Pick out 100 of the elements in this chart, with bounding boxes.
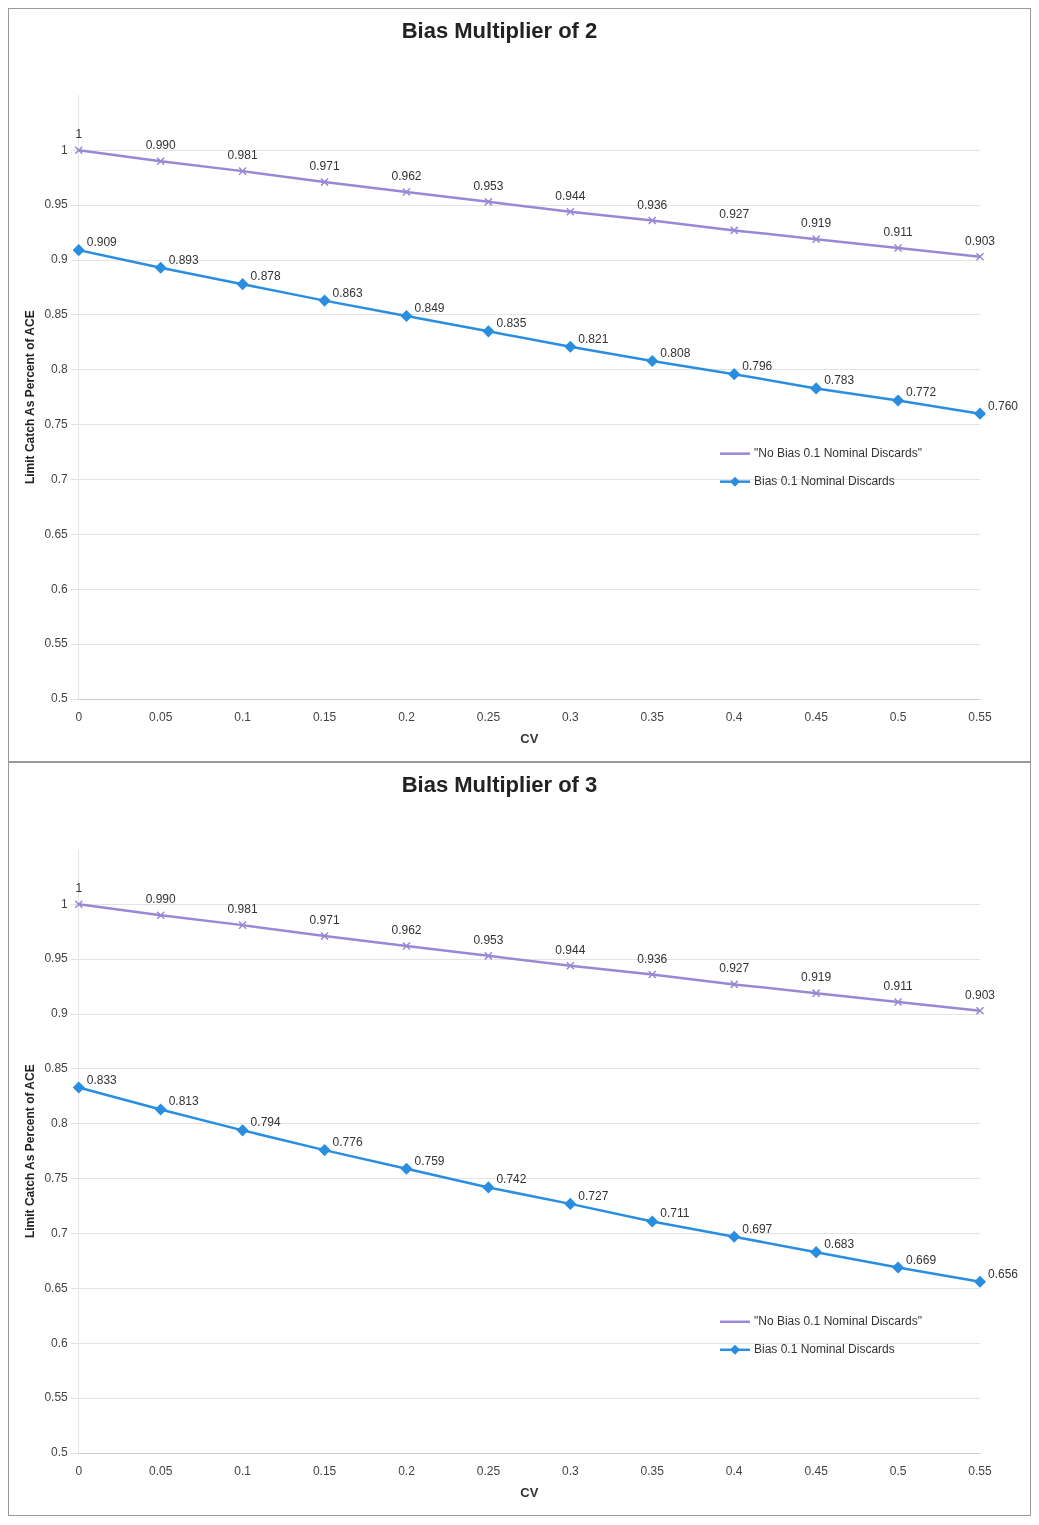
y-tick-label: 0.5 [51, 1445, 69, 1460]
point [728, 1231, 740, 1243]
x-tick-label: 0.4 [725, 709, 743, 724]
data-label: 0.760 [988, 398, 1019, 413]
x-tick-label: 0.35 [640, 709, 665, 724]
x-tick-label: 0.25 [476, 709, 501, 724]
point [400, 1163, 413, 1175]
legend-label: Bias 0.1 Nominal Discards [754, 1342, 895, 1357]
x-tick-label: 0.3 [562, 709, 580, 724]
x-tick-label: 0.55 [968, 1463, 992, 1478]
point [484, 951, 493, 961]
data-label: 0.833 [86, 1072, 118, 1087]
x-tick-label: 0 [75, 709, 83, 724]
point [318, 1144, 331, 1156]
x-tick-label: 0.1 [234, 709, 252, 724]
x-tick-label: 0.2 [398, 709, 416, 724]
y-tick-label: 0.8 [51, 362, 69, 377]
point [402, 187, 411, 197]
x-tick-label: 0 [75, 1463, 83, 1478]
x-tick-label: 0.05 [149, 709, 173, 724]
data-label: 0.981 [227, 148, 258, 163]
data-label: 0.919 [801, 216, 832, 231]
y-tick-label: 0.85 [44, 1061, 69, 1076]
point [236, 278, 249, 290]
y-tick-label: 0.6 [51, 581, 69, 596]
y-tick-label: 0.55 [44, 636, 69, 651]
data-label: 0.772 [906, 385, 937, 400]
x-tick-label: 0.2 [398, 1463, 416, 1478]
data-label: 0.808 [660, 345, 691, 360]
point [236, 1124, 249, 1137]
data-label: 1 [75, 127, 83, 142]
data-label: 0.794 [250, 1115, 281, 1130]
y-tick-label: 0.7 [51, 1225, 69, 1240]
data-label: 0.990 [145, 138, 177, 153]
point [974, 407, 986, 420]
point [566, 961, 575, 971]
y-tick-label: 0.65 [44, 1280, 69, 1295]
x-tick-label: 0.4 [725, 1463, 743, 1478]
point [646, 355, 659, 367]
data-label: 0.711 [660, 1206, 690, 1221]
data-label: 0.759 [414, 1153, 445, 1168]
point [484, 197, 493, 207]
data-label: 0.697 [742, 1221, 773, 1236]
data-label: 0.835 [496, 316, 527, 331]
x-tick-label: 0.3 [562, 1463, 580, 1478]
data-label: 0.927 [719, 207, 750, 222]
x-tick-label: 0.25 [476, 1463, 501, 1478]
y-tick-label: 0.65 [44, 526, 69, 541]
point [320, 931, 329, 941]
point [728, 368, 740, 380]
data-label: 0.944 [555, 188, 586, 203]
y-axis-title: Limit Catch As Percent of ACE [22, 310, 37, 485]
y-tick-label: 0.9 [51, 252, 69, 267]
point [811, 988, 821, 998]
y-tick-label: 0.85 [44, 307, 69, 322]
data-label: 0.927 [719, 961, 750, 976]
point [810, 382, 822, 395]
point [482, 1181, 495, 1194]
data-label: 0.911 [883, 978, 913, 993]
point [156, 910, 165, 920]
y-tick-label: 0.55 [44, 1390, 69, 1405]
data-label: 0.849 [414, 300, 445, 315]
data-label: 0.953 [473, 932, 504, 947]
x-tick-label: 0.15 [312, 1463, 337, 1478]
data-label: 0.990 [145, 892, 177, 907]
data-label: 0.783 [824, 373, 855, 388]
y-tick-label: 0.9 [51, 1006, 69, 1021]
point [154, 1103, 167, 1116]
legend-label: "No Bias 0.1 Nominal Discards" [754, 445, 922, 460]
y-tick-label: 0.6 [51, 1335, 69, 1350]
data-label: 0.863 [332, 285, 363, 300]
data-label: 0.919 [801, 970, 832, 985]
x-tick-label: 0.05 [149, 1463, 173, 1478]
point [975, 252, 985, 262]
point [156, 156, 165, 166]
point [893, 997, 903, 1007]
data-label: 0.903 [964, 987, 996, 1002]
point [238, 920, 247, 930]
data-label: 0.971 [309, 913, 340, 928]
point [647, 216, 657, 225]
y-tick-label: 0.75 [44, 416, 69, 431]
point [564, 1198, 577, 1210]
y-tick-label: 0.7 [51, 471, 69, 486]
legend-label: Bias 0.1 Nominal Discards [754, 473, 895, 488]
y-tick-label: 0.8 [51, 1116, 69, 1131]
point [400, 310, 413, 322]
x-tick-label: 0.5 [889, 1463, 907, 1478]
data-label: 0.944 [555, 942, 586, 957]
data-label: 0.776 [332, 1135, 363, 1150]
data-label: 0.971 [309, 159, 340, 174]
point [729, 226, 739, 235]
point [320, 177, 329, 187]
y-axis-title: Limit Catch As Percent of ACE [22, 1064, 37, 1239]
x-tick-label: 0.15 [312, 709, 337, 724]
x-tick-label: 0.5 [889, 709, 907, 724]
point [318, 294, 331, 307]
data-label: 0.909 [86, 235, 118, 250]
data-label: 0.813 [168, 1094, 200, 1109]
point [74, 145, 84, 155]
point [810, 1246, 822, 1258]
